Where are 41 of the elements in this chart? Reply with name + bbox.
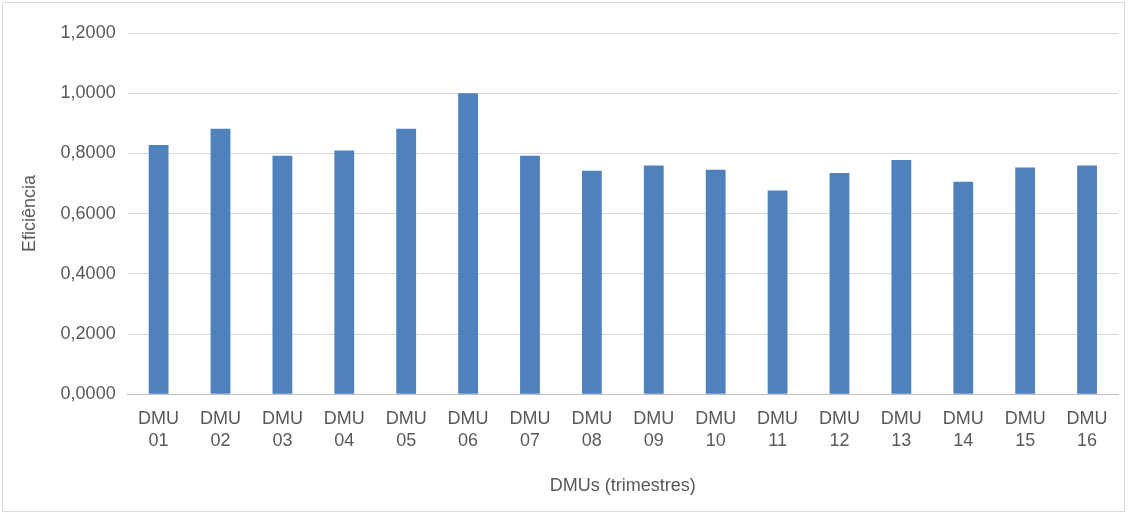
y-tick-label: 1,0000 (60, 82, 116, 103)
bar (272, 155, 293, 394)
x-tick-label: DMU 01 (138, 407, 180, 450)
x-tick-label: DMU 16 (1066, 407, 1108, 450)
bar (1015, 167, 1036, 394)
x-tick-label: DMU 10 (695, 407, 737, 450)
bar (767, 190, 788, 394)
bar (829, 172, 850, 394)
bar (891, 160, 912, 394)
y-tick-label: 1,2000 (60, 21, 116, 42)
x-tick-label: DMU 13 (880, 407, 922, 450)
bar (581, 170, 602, 394)
y-tick-label: 0,8000 (60, 142, 116, 163)
y-tick-label: 0,6000 (60, 202, 116, 223)
x-tick-label: DMU 11 (757, 407, 799, 450)
bar (396, 128, 417, 394)
bar (643, 165, 664, 394)
bar (458, 93, 478, 394)
x-tick-label: DMU 09 (633, 407, 675, 450)
x-tick-label: DMU 06 (447, 407, 489, 450)
y-tick-label: 0,0000 (60, 383, 116, 404)
x-tick-label: DMU 04 (323, 407, 365, 450)
bar (334, 150, 355, 394)
x-tick-label: DMU 07 (509, 407, 551, 450)
bar (210, 128, 231, 394)
x-tick-label: DMU 12 (818, 407, 860, 450)
bar (148, 144, 169, 394)
x-axis-title: DMUs (trimestres) (549, 475, 696, 496)
x-tick-label: DMU 05 (385, 407, 427, 450)
x-tick-label: DMU 14 (942, 407, 984, 450)
y-axis-title: Eficiência (18, 174, 39, 253)
bar (1077, 165, 1097, 394)
x-tick-label: DMU 15 (1004, 407, 1046, 450)
x-tick-label: DMU 02 (200, 407, 241, 450)
x-tick-label: DMU 03 (261, 407, 303, 450)
y-tick-label: 0,4000 (60, 262, 116, 283)
bar (705, 169, 726, 394)
x-tick-label: DMU 08 (571, 407, 613, 450)
y-tick-label: 0,2000 (60, 322, 116, 343)
bar (520, 155, 540, 394)
bar (953, 181, 974, 394)
